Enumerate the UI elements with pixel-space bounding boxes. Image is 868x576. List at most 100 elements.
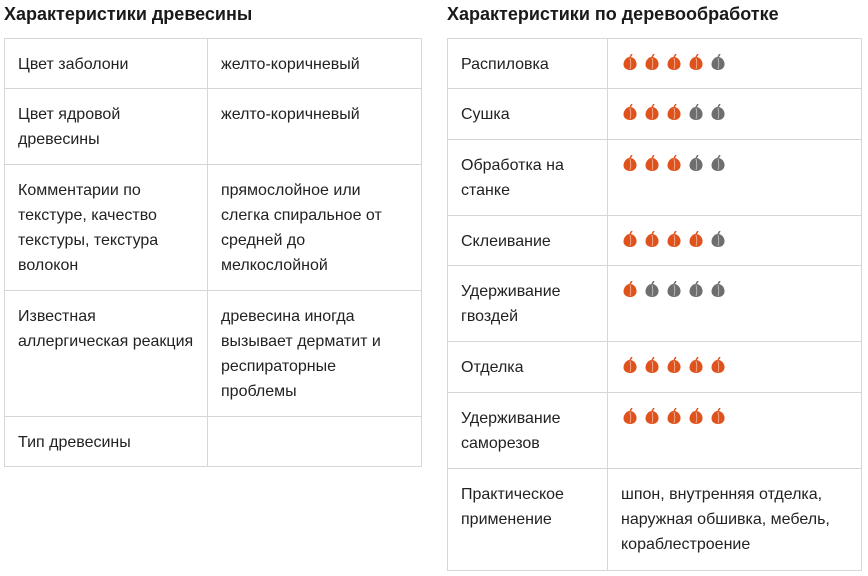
leaf-vein	[695, 107, 698, 120]
leaf-stem	[651, 281, 655, 285]
leaf	[623, 155, 637, 171]
leaf-vein	[651, 360, 654, 373]
row: Удерживание саморезов	[447, 392, 862, 469]
leaf-body	[645, 234, 659, 247]
leaf-vein	[695, 284, 698, 297]
leaf-stem	[717, 54, 721, 58]
value-cell	[607, 392, 862, 469]
leaf	[667, 357, 681, 373]
leaf-body	[711, 158, 725, 171]
value-cell	[207, 416, 422, 467]
leaf-stem	[629, 408, 633, 412]
leaf	[711, 54, 725, 70]
leaf-stem	[717, 408, 721, 412]
value-cell	[607, 139, 862, 216]
leaf-body	[667, 360, 681, 373]
rating	[623, 408, 725, 424]
leaf	[711, 357, 725, 373]
leaf-vein	[651, 107, 654, 120]
leaf-vein	[651, 234, 654, 247]
leaf-stem	[651, 155, 655, 159]
leaf-stem	[629, 357, 633, 361]
leaf	[645, 104, 659, 120]
leaf	[689, 54, 703, 70]
row: Тип древесины	[4, 416, 422, 467]
value-cell	[607, 88, 862, 140]
leaf-vein	[673, 158, 676, 171]
value-cell	[607, 215, 862, 266]
leaf	[667, 231, 681, 247]
leaf-stem	[717, 104, 721, 108]
leaf-vein	[651, 411, 654, 424]
leaf-stem	[629, 104, 633, 108]
row: Цвет заболони желто-коричневый	[4, 38, 422, 89]
leaf-body	[645, 57, 659, 70]
leaf-vein	[673, 234, 676, 247]
leaf	[623, 408, 637, 424]
leaf-vein	[629, 360, 632, 373]
leaf	[689, 357, 703, 373]
label-cell: Известная аллергическая реакция	[4, 290, 208, 417]
leaf	[667, 104, 681, 120]
leaf-stem	[673, 231, 677, 235]
leaf-vein	[717, 107, 720, 120]
label-cell: Отделка	[447, 341, 608, 393]
rating	[623, 357, 725, 373]
leaf-stem	[695, 104, 699, 108]
leaf-vein	[651, 284, 654, 297]
leaf-vein	[717, 360, 720, 373]
leaf-vein	[695, 411, 698, 424]
leaf-body	[623, 57, 637, 70]
leaf-stem	[717, 231, 721, 235]
leaf-vein	[717, 234, 720, 247]
row: Распиловка	[447, 38, 862, 89]
leaf-stem	[695, 231, 699, 235]
leaf-vein	[695, 234, 698, 247]
leaf-stem	[651, 54, 655, 58]
leaf	[667, 155, 681, 171]
leaf-body	[645, 360, 659, 373]
leaf-stem	[695, 281, 699, 285]
leaf	[623, 281, 637, 297]
leaf-body	[645, 411, 659, 424]
row: Сушка	[447, 88, 862, 140]
label-cell: Тип древесины	[4, 416, 208, 467]
leaf-body	[623, 158, 637, 171]
row: Отделка	[447, 341, 862, 393]
leaf-vein	[695, 360, 698, 373]
label-cell: Склеивание	[447, 215, 608, 266]
leaf-vein	[673, 411, 676, 424]
value-cell	[607, 341, 862, 393]
leaf-body	[667, 57, 681, 70]
leaf-vein	[695, 158, 698, 171]
leaf	[623, 357, 637, 373]
leaf-stem	[673, 281, 677, 285]
leaf-stem	[629, 231, 633, 235]
leaf	[689, 408, 703, 424]
right-title: Характеристики по деревообработке	[447, 4, 779, 24]
value-cell: желто-коричневый	[207, 88, 422, 165]
leaf	[623, 54, 637, 70]
leaf-vein	[673, 107, 676, 120]
leaf-vein	[629, 158, 632, 171]
label-cell: Обработка на станке	[447, 139, 608, 216]
leaf-vein	[695, 57, 698, 70]
value-cell: шпон, внутренняя отделка, наружная обшив…	[607, 468, 862, 571]
leaf	[623, 104, 637, 120]
row: Удерживание гвоздей	[447, 265, 862, 342]
leaf-body	[623, 107, 637, 120]
leaf-body	[623, 234, 637, 247]
rating	[623, 281, 725, 297]
leaf-vein	[651, 158, 654, 171]
label-cell: Практическое применение	[447, 468, 608, 571]
leaf-stem	[651, 104, 655, 108]
leaf	[667, 408, 681, 424]
leaf	[623, 231, 637, 247]
value-cell: прямослойное или слегка спиральное от ср…	[207, 164, 422, 291]
leaf	[689, 231, 703, 247]
leaf-stem	[717, 357, 721, 361]
leaf-body	[623, 284, 637, 297]
leaf-vein	[629, 107, 632, 120]
leaf-body	[645, 107, 659, 120]
leaf	[645, 281, 659, 297]
